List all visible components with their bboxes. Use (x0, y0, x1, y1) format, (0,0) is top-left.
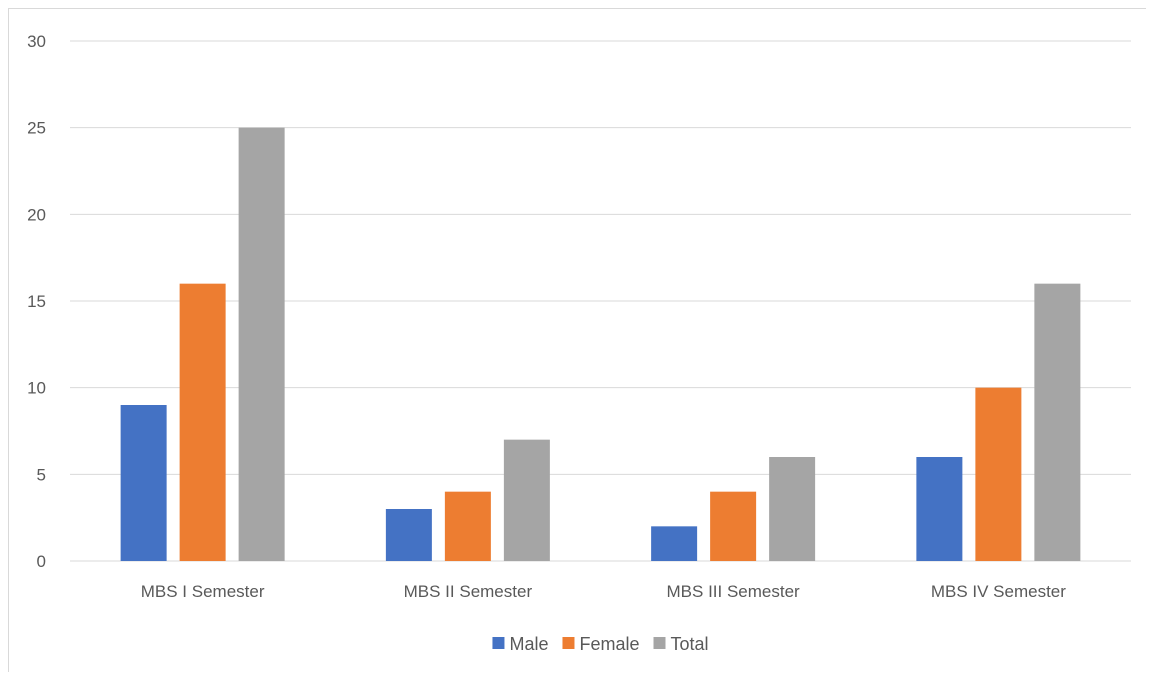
legend: Male Female Total (492, 634, 709, 654)
y-tick-label: 30 (27, 32, 46, 51)
bar-total-3 (769, 457, 816, 561)
bar-total-1 (238, 127, 285, 562)
x-tick-label: MBS II Semester (404, 582, 533, 601)
bar-female-1 (179, 283, 226, 561)
legend-label-total: Total (671, 634, 709, 654)
legend-swatch-female (562, 637, 575, 649)
bar-male-2 (385, 509, 432, 561)
bar-female-2 (444, 491, 491, 561)
legend-label-male: Male (509, 634, 548, 654)
chart-frame (8, 8, 1146, 672)
y-tick-label: 20 (27, 205, 46, 224)
legend-swatch-male (492, 637, 505, 649)
gridlines (70, 40, 1131, 562)
legend-label-female: Female (579, 634, 639, 654)
y-tick-label: 0 (37, 552, 46, 571)
x-tick-label: MBS I Semester (141, 582, 265, 601)
x-tick-label: MBS III Semester (667, 582, 801, 601)
bars (120, 127, 1081, 562)
bar-female-3 (710, 491, 757, 561)
bar-female-4 (975, 387, 1022, 561)
bar-male-3 (651, 526, 698, 561)
y-tick-label: 15 (27, 292, 46, 311)
y-tick-label: 10 (27, 379, 46, 398)
y-tick-label: 25 (27, 119, 46, 138)
legend-swatch-total (653, 637, 666, 649)
bar-male-4 (916, 457, 963, 561)
x-axis-tick-labels: MBS I Semester MBS II Semester MBS III Sem… (141, 582, 1067, 601)
bar-total-4 (1034, 283, 1081, 561)
y-tick-label: 5 (37, 465, 46, 484)
bar-total-2 (503, 439, 550, 561)
y-axis-tick-labels: 0 5 10 15 20 25 30 (27, 32, 46, 571)
x-tick-label: MBS IV Semester (931, 582, 1066, 601)
bar-male-1 (120, 405, 167, 561)
